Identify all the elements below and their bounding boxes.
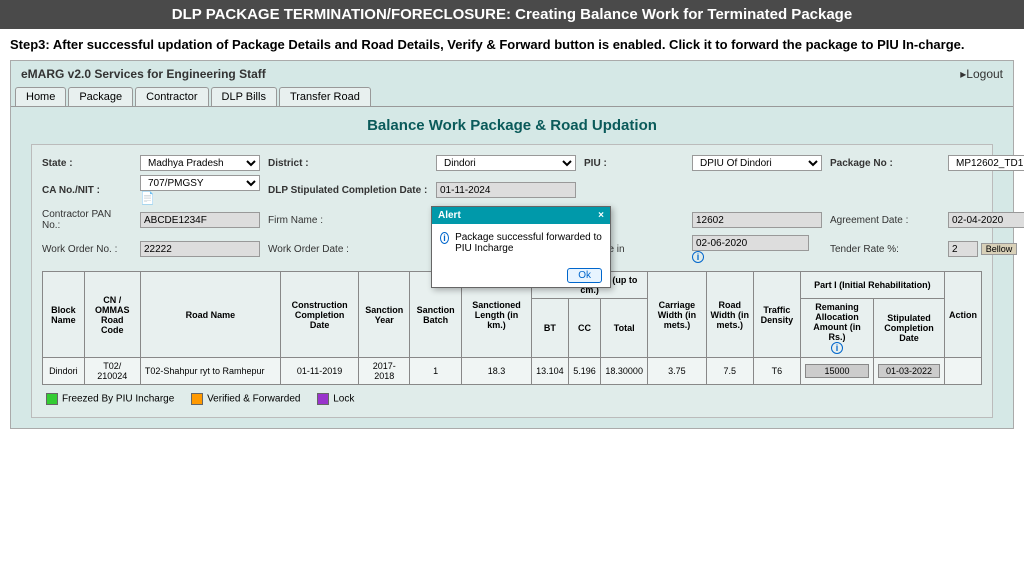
tab-home[interactable]: Home: [15, 87, 66, 106]
tab-package[interactable]: Package: [68, 87, 133, 106]
tab-dlp-bills[interactable]: DLP Bills: [211, 87, 277, 106]
agrdate-label: Agreement Date :: [830, 215, 940, 226]
th-traffic: Traffic Density: [753, 272, 800, 358]
wono-label: Work Order No. :: [42, 244, 132, 255]
tab-contractor[interactable]: Contractor: [135, 87, 208, 106]
tender-label: Tender Rate %:: [830, 244, 940, 255]
tab-bar: Home Package Contractor DLP Bills Transf…: [11, 87, 1013, 107]
page-title: Balance Work Package & Road Updation: [11, 107, 1013, 144]
tender-input: [948, 241, 978, 257]
info-icon[interactable]: i: [831, 342, 843, 354]
th-remain: Remaning Allocation Amount (in Rs.)i: [800, 299, 873, 358]
agrno-input: [692, 212, 822, 228]
th-syear: Sanction Year: [359, 272, 410, 358]
th-bt: BT: [531, 299, 568, 358]
agrdate-input: [948, 212, 1024, 228]
remain-cell[interactable]: 15000: [805, 364, 869, 378]
th-cc: CC: [568, 299, 600, 358]
legend-sw-lock: [317, 393, 329, 405]
th-action: Action: [944, 272, 981, 358]
state-label: State :: [42, 158, 132, 169]
brand-label: eMARG v2.0 Services for Engineering Staf…: [21, 67, 266, 81]
logout-link[interactable]: ▸Logout: [960, 67, 1003, 81]
instruction-text: Step3: After successful updation of Pack…: [0, 29, 1024, 60]
th-road: Road Name: [140, 272, 280, 358]
pkgno-label: Package No :: [830, 158, 940, 169]
th-ccd: Construction Completion Date: [280, 272, 358, 358]
modal-message: Package successful forwarded to PIU Inch…: [455, 232, 602, 256]
th-rwidth: Road Width (in mets.): [706, 272, 753, 358]
canit-label: CA No./NIT :: [42, 185, 132, 196]
road-table: Block Name CN / OMMAS Road Code Road Nam…: [42, 271, 982, 385]
legend: Freezed By PIU Incharge Verified & Forwa…: [42, 385, 982, 407]
tab-transfer-road[interactable]: Transfer Road: [279, 87, 371, 106]
info-icon[interactable]: i: [692, 251, 704, 263]
title-bar: DLP PACKAGE TERMINATION/FORECLOSURE: Cre…: [0, 0, 1024, 29]
th-cwidth: Carriage Width (in mets.): [648, 272, 706, 358]
modal-close-icon[interactable]: ×: [598, 210, 604, 221]
district-label: District :: [268, 158, 428, 169]
pan-input: [140, 212, 260, 228]
canit-select[interactable]: 707/PMGSY: [140, 175, 260, 191]
wono-input: [140, 241, 260, 257]
legend-sw-verified: [191, 393, 203, 405]
stipdate-cell[interactable]: 01-03-2022: [878, 364, 940, 378]
pkgno-select[interactable]: MP12602_TD1: [948, 155, 1024, 171]
dlpdate-input: [436, 182, 576, 198]
action-cell[interactable]: [944, 358, 981, 385]
th-total: Total: [601, 299, 648, 358]
state-select[interactable]: Madhya Pradesh: [140, 155, 260, 171]
app-frame: eMARG v2.0 Services for Engineering Staf…: [10, 60, 1014, 429]
th-stipdate: Stipulated Completion Date: [874, 299, 945, 358]
alert-modal: Alert × i Package successful forwarded t…: [431, 206, 611, 288]
dlpdate-label: DLP Stipulated Completion Date :: [268, 185, 428, 196]
th-part1: Part I (Initial Rehabilitation): [800, 272, 944, 299]
piu-label: PIU :: [584, 158, 684, 169]
info-icon: i: [440, 232, 449, 244]
pdf-icon[interactable]: 📄: [140, 191, 155, 205]
modal-ok-button[interactable]: Ok: [567, 268, 602, 283]
table-row: Dindori T02/ 210024 T02-Shahpur ryt to R…: [43, 358, 982, 385]
bellow-button[interactable]: Bellow: [981, 243, 1018, 255]
th-block: Block Name: [43, 272, 85, 358]
wodate-label: Work Order Date :: [268, 244, 428, 255]
firm-label: Firm Name :: [268, 215, 428, 226]
piu-select[interactable]: DPIU Of Dindori: [692, 155, 822, 171]
modal-title: Alert: [438, 210, 461, 221]
startdate-input: [692, 235, 809, 251]
legend-sw-freezed: [46, 393, 58, 405]
district-select[interactable]: Dindori: [436, 155, 576, 171]
pan-label: Contractor PAN No.:: [42, 209, 132, 231]
th-cn: CN / OMMAS Road Code: [84, 272, 140, 358]
